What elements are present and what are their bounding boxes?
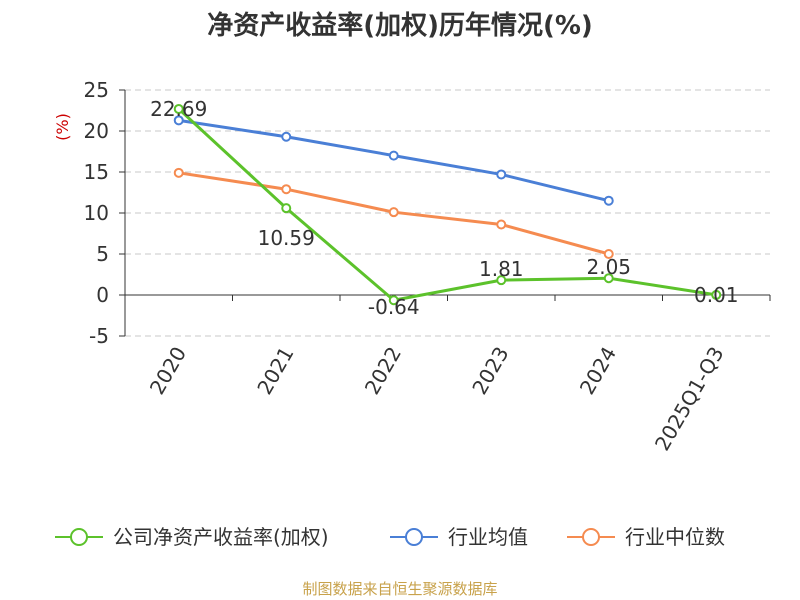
data-label: 22.69 — [150, 97, 207, 121]
series — [173, 103, 722, 306]
series-2-point — [173, 167, 184, 178]
series-0-point — [496, 275, 507, 286]
legend-marker-1 — [405, 528, 423, 546]
data-labels: 22.69 10.59 -0.64 1.81 2.05 0.01 — [150, 97, 738, 319]
series-1-point — [281, 131, 292, 142]
x-tick-label: 2024 — [575, 343, 621, 399]
y-tick-label: 20 — [84, 119, 109, 143]
y-tick-label: 15 — [84, 160, 109, 184]
x-tick-label: 2023 — [467, 343, 513, 399]
series-2-point — [388, 207, 399, 218]
legend-label-2: 行业中位数 — [625, 525, 725, 549]
y-tick-label: 0 — [96, 283, 109, 307]
series-2-point — [281, 184, 292, 195]
series-1-point — [496, 169, 507, 180]
series-0-point — [603, 273, 614, 284]
series-line-0 — [177, 107, 717, 302]
series-0-point — [281, 203, 292, 214]
y-axis-unit: (%) — [53, 113, 72, 141]
source-footer: 制图数据来自恒生聚源数据库 — [302, 580, 497, 598]
x-tick-label: 2020 — [145, 343, 191, 399]
series-0-point — [388, 295, 399, 306]
x-tick-label: 2025Q1-Q3 — [650, 343, 729, 455]
data-label: 10.59 — [258, 226, 315, 250]
data-label: 2.05 — [586, 255, 631, 279]
series-2-point — [603, 249, 614, 259]
series-1-point — [388, 150, 399, 161]
y-tick-label: 10 — [84, 201, 109, 225]
legend-label-1: 行业均值 — [448, 525, 528, 549]
y-tick-label: -5 — [89, 324, 109, 348]
chart-title: 净资产收益率(加权)历年情况(%) — [207, 10, 593, 41]
series-0-point — [173, 103, 184, 114]
x-tick-label: 2022 — [360, 343, 406, 399]
grid — [125, 89, 770, 337]
x-tick-label: 2021 — [252, 343, 298, 399]
y-ticks: 25 20 15 10 5 0 -5 — [84, 78, 125, 348]
data-label: -0.64 — [368, 295, 420, 319]
series-1-point — [173, 115, 184, 126]
series-1-point — [603, 195, 614, 206]
series-2-point — [496, 219, 507, 230]
legend-marker-0 — [70, 528, 88, 546]
data-label: 1.81 — [479, 257, 524, 281]
series-0-point — [711, 289, 722, 300]
x-ticks: 2020 2021 2022 2023 2024 2025Q1-Q3 — [145, 343, 729, 455]
y-tick-label: 5 — [96, 242, 109, 266]
legend[interactable]: 公司净资产收益率(加权) 行业均值 行业中位数 — [55, 525, 725, 549]
data-label: 0.01 — [694, 283, 739, 307]
legend-label-0: 公司净资产收益率(加权) — [113, 525, 329, 549]
legend-marker-2 — [582, 528, 600, 546]
y-tick-label: 25 — [84, 78, 109, 102]
